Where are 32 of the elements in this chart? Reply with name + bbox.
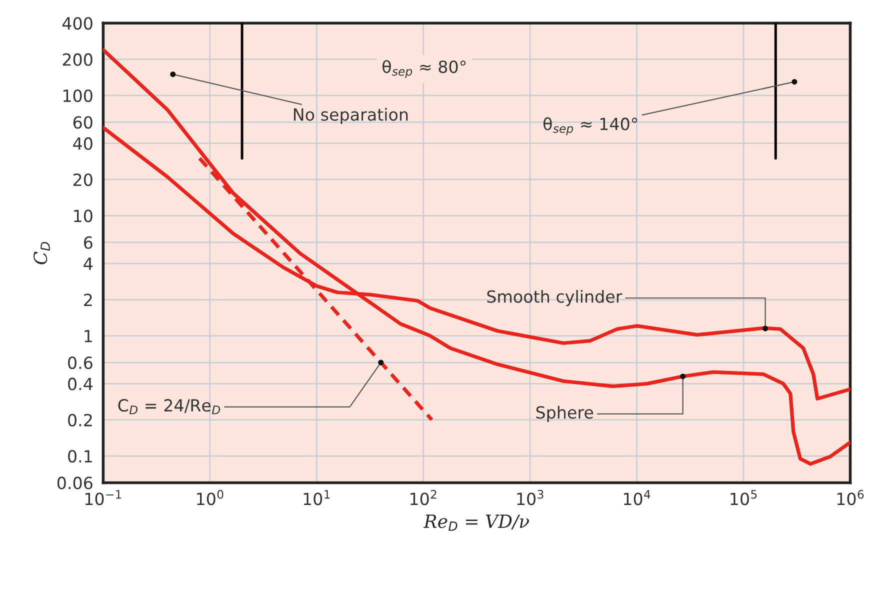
annotation: Smooth cylinder: [487, 290, 622, 306]
x-tick-label: 10$^{6}$: [837, 490, 864, 506]
y-tick-label: 40: [73, 137, 92, 150]
y-tick-label: 0.06: [57, 476, 92, 490]
y-tick-label: 0.2: [68, 414, 92, 426]
y-tick-label: 200: [62, 53, 92, 66]
x-tick-label: 10$^{−1}$: [85, 490, 122, 506]
y-tick-label: 0.4: [68, 378, 93, 390]
x-tick-label: 10$^{5}$: [730, 490, 757, 506]
x-tick-label: 10$^{0}$: [197, 490, 224, 506]
y-tick-label: 6: [84, 236, 92, 249]
y-tick-label: 20: [73, 173, 92, 186]
x-tick-label: 10$^{1}$: [304, 490, 330, 506]
x-axis-title: Re$_{D}$ = VD/ν: [423, 514, 530, 531]
y-tick-label: 10: [74, 210, 92, 222]
annotation: θ$_{sep}$ ≈ 80°: [382, 60, 466, 78]
annotation: θ$_{sep}$ ≈ 140°: [543, 117, 638, 136]
annotation: C$_{D}$ = 24/Re$_{D}$: [118, 399, 220, 414]
y-tick-label: 0.6: [68, 356, 92, 370]
x-tick-label: 10$^{2}$: [410, 490, 436, 506]
y-tick-label: 100: [63, 89, 92, 102]
x-tick-label: 10$^{3}$: [517, 490, 544, 506]
y-tick-label: 1: [84, 330, 92, 342]
y-tick-label: 400: [62, 17, 92, 30]
x-tick-label: 10$^{4}$: [624, 490, 650, 506]
y-tick-label: 4: [84, 258, 93, 270]
y-axis-title: C$_{D}$: [34, 242, 50, 264]
y-tick-label: 60: [73, 116, 92, 129]
y-tick-label: 2: [84, 294, 92, 306]
y-tick-label: 0.1: [68, 450, 92, 463]
annotation: Sphere: [536, 406, 594, 422]
annotation: No separation: [294, 108, 408, 124]
